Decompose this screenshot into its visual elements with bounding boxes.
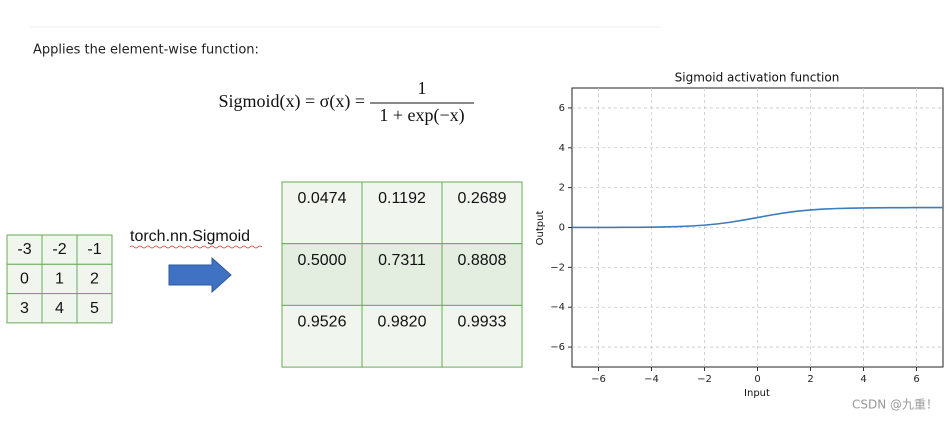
formula-numerator: 1 — [418, 78, 427, 98]
output-value: 0.1192 — [378, 190, 426, 207]
input-value: -1 — [87, 241, 101, 258]
output-value: 0.9526 — [298, 314, 347, 331]
output-value: 0.2689 — [458, 190, 507, 207]
output-value: 0.0474 — [298, 190, 347, 207]
input-value: -2 — [52, 241, 66, 258]
y-tick-label: 4 — [559, 143, 565, 154]
output-cell — [441, 304, 523, 368]
x-tick-label: 0 — [754, 374, 760, 385]
x-tick-label: 2 — [807, 374, 813, 385]
y-axis-label: Output — [535, 211, 546, 246]
input-value: 4 — [55, 300, 64, 317]
chart-title: Sigmoid activation function — [675, 71, 840, 85]
formula-lhs: Sigmoid(x) = σ(x) = — [219, 91, 366, 112]
output-cell — [281, 304, 363, 368]
input-value: 0 — [20, 271, 29, 288]
input-value: 3 — [20, 300, 29, 317]
x-tick-label: 4 — [860, 374, 866, 385]
input-value: 2 — [90, 271, 99, 288]
input-cell — [76, 234, 113, 265]
y-tick-label: 6 — [559, 103, 565, 114]
intro: Applies the element-wise function: — [33, 43, 259, 58]
output-value: 0.7311 — [378, 252, 426, 269]
x-tick-label: −2 — [697, 374, 712, 385]
x-tick-label: −6 — [591, 374, 606, 385]
input-cell — [41, 293, 78, 324]
output-cell — [361, 181, 443, 245]
operation-label: torch.nn.Sigmoid — [130, 228, 250, 245]
output-value: 0.5000 — [298, 252, 347, 269]
y-tick-label: −4 — [550, 302, 565, 313]
sigmoid-line — [571, 206, 944, 229]
input-value: -3 — [17, 241, 31, 258]
arrow — [168, 256, 232, 294]
output-cell — [361, 304, 443, 368]
output-value: 0.8808 — [458, 252, 507, 269]
output-value: 0.9933 — [458, 314, 507, 331]
x-tick-label: −4 — [644, 374, 659, 385]
output-cell — [441, 181, 523, 245]
watermark: CSDN @九重！ — [852, 398, 938, 412]
x-tick-label: 6 — [913, 374, 919, 385]
formula-denominator: 1 + exp(−x) — [379, 105, 464, 126]
x-axis-label: Input — [744, 388, 770, 399]
y-tick-label: 2 — [559, 183, 565, 194]
input-cell — [6, 263, 43, 295]
input-cell — [76, 263, 113, 295]
input-cell — [6, 234, 43, 265]
y-tick-label: 0 — [559, 223, 565, 234]
output-cell — [361, 243, 443, 306]
output-cell — [281, 243, 363, 306]
y-tick-label: −2 — [550, 262, 565, 273]
spell-underline — [129, 245, 263, 249]
y-tick-label: −6 — [550, 342, 565, 353]
input-value: 1 — [55, 271, 64, 288]
input-value: 5 — [90, 300, 99, 317]
output-value: 0.9820 — [378, 314, 427, 331]
input-cell — [6, 293, 43, 324]
input-cell — [76, 293, 113, 324]
